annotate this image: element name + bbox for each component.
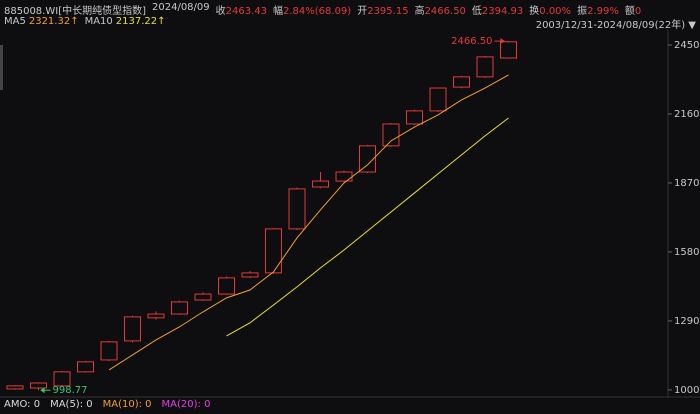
candle-body — [382, 123, 400, 147]
candle-body — [453, 76, 470, 88]
candle-body — [6, 385, 24, 390]
quote-label: 换 — [529, 6, 540, 17]
ma-legend: MA5 2321.32↑ MA10 2137.22↑ — [4, 16, 166, 27]
quote-item: 幅2.84%(68.09) — [273, 2, 351, 17]
indicator: MA(10): 0 — [102, 399, 152, 410]
y-tick-label: 1290 — [674, 316, 699, 327]
ma-label: MA10 — [84, 16, 113, 27]
indicator: MA(5): 0 — [50, 399, 93, 410]
candle-body — [124, 316, 141, 342]
ma-label: MA5 — [4, 16, 26, 27]
candle-body — [100, 341, 118, 361]
ma-item: MA5 2321.32↑ — [4, 16, 79, 27]
quote-label: 低 — [471, 6, 482, 17]
indicator-bar: AMO: 0 MA(5): 0 MA(10): 0 MA(20): 0 — [4, 399, 210, 410]
quote-item: 低2394.93 — [472, 2, 523, 17]
quote-value: 2466.50 — [424, 6, 466, 17]
y-tick-label: 1870 — [674, 178, 699, 189]
y-tick-label: 1000 — [674, 385, 699, 396]
candle-body — [194, 293, 212, 301]
range-label: 2003/12/31-2024/08/09(22年) — [535, 20, 686, 31]
candle-body — [171, 301, 188, 315]
quote-value: 0.00% — [539, 6, 572, 17]
candle-body — [147, 313, 165, 319]
quote-label: 额 — [624, 6, 635, 17]
quote-item: 换0.00% — [529, 2, 571, 17]
candle-body — [429, 87, 447, 112]
ma-item: MA10 2137.22↑ — [85, 16, 166, 27]
quote-value: 2.99% — [587, 6, 619, 17]
quote-label: 振 — [577, 6, 588, 17]
quote-label: 高 — [414, 6, 425, 17]
candle-body — [500, 41, 517, 59]
candle-body — [30, 382, 47, 389]
candle-body — [335, 171, 353, 182]
y-tick-label: 2450 — [674, 40, 699, 51]
ma-value: 2321.32↑ — [28, 16, 79, 27]
quote-item: 高2466.50 — [415, 2, 466, 17]
quote-item: 开2395.15 — [357, 2, 408, 17]
candle-body — [218, 277, 235, 295]
date: 2024/08/09 — [152, 2, 210, 13]
quote-value: 0 — [634, 6, 642, 17]
quote-label: 幅 — [273, 6, 283, 17]
quote-value: 2394.93 — [481, 6, 524, 17]
quote-value: 2395.15 — [367, 6, 409, 17]
quote-value: 2463.43 — [225, 6, 267, 17]
candle-body — [241, 272, 259, 278]
quote-item: 振2.99% — [577, 2, 619, 17]
low-arrowhead — [40, 387, 45, 394]
ma-line — [108, 74, 509, 371]
indicator: MA(20): 0 — [161, 399, 211, 410]
candle-body — [265, 228, 282, 274]
ma-value: 2137.22↑ — [115, 16, 166, 27]
quote-item: 额0 — [625, 2, 641, 17]
ma-line — [226, 117, 509, 337]
indicator: AMO: 0 — [4, 399, 41, 410]
symbol: 885008.WI[中长期纯债型指数] — [4, 6, 146, 17]
y-tick-label: 1580 — [674, 247, 699, 258]
low-annotation: 998.77 — [53, 385, 88, 396]
high-arrowhead — [500, 38, 505, 45]
high-annotation: 2466.50 — [451, 36, 492, 47]
scrollbar — [0, 45, 3, 90]
candle-body — [359, 145, 376, 173]
candle-body — [476, 56, 494, 78]
candle-body — [288, 188, 306, 230]
quote-value: 2.84%(68.09) — [283, 6, 352, 17]
quote-label: 开 — [357, 6, 368, 17]
quote-bar: 885008.WI[中长期纯债型指数] 2024/08/09 收2463.43 幅2.… — [4, 2, 641, 17]
quote-label: 收 — [215, 6, 226, 17]
quote-item: 收2463.43 — [216, 2, 267, 17]
y-tick-label: 2160 — [674, 109, 699, 120]
candle-body — [53, 371, 71, 387]
range-selector[interactable]: 2003/12/31-2024/08/09(22年) ▼ — [535, 20, 696, 31]
candle-body — [312, 180, 329, 188]
candle-body — [77, 361, 94, 373]
candle-body — [406, 110, 423, 125]
